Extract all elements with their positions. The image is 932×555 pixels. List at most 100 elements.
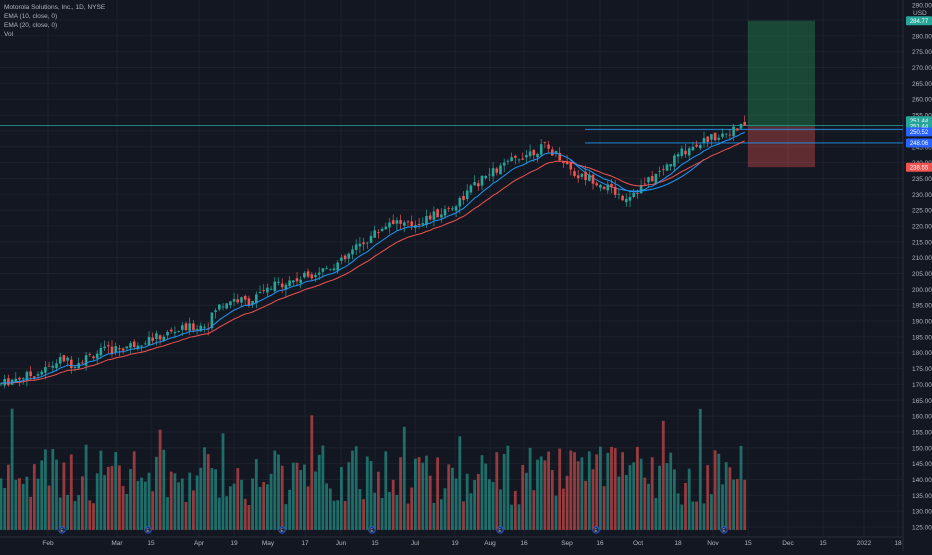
candle-body[interactable] [613, 186, 617, 195]
candle-body[interactable] [169, 329, 173, 332]
candle-body[interactable] [388, 222, 391, 228]
candle-body[interactable] [373, 230, 376, 238]
candle-body[interactable] [247, 298, 251, 306]
candle-body[interactable] [584, 171, 587, 181]
candle-body[interactable] [602, 186, 606, 189]
candle-body[interactable] [528, 151, 532, 157]
candle-body[interactable] [317, 272, 321, 275]
candle-body[interactable] [343, 255, 347, 260]
candle-body[interactable] [384, 226, 388, 230]
candle-body[interactable] [551, 149, 554, 156]
candle-body[interactable] [136, 345, 140, 349]
candle-body[interactable] [321, 268, 325, 272]
candle-body[interactable] [658, 170, 661, 172]
candle-body[interactable] [462, 195, 465, 200]
candle-body[interactable] [44, 367, 47, 373]
candle-body[interactable] [162, 336, 166, 341]
candle-body[interactable] [617, 193, 621, 195]
candle-body[interactable] [99, 347, 103, 356]
candle-body[interactable] [432, 211, 436, 220]
candle-body[interactable] [606, 184, 610, 191]
candle-body[interactable] [369, 235, 373, 243]
candle-body[interactable] [118, 348, 121, 350]
candle-body[interactable] [676, 154, 680, 157]
candle-body[interactable] [495, 168, 499, 173]
candle-body[interactable] [36, 374, 40, 376]
candle-body[interactable] [458, 197, 462, 207]
candle-body[interactable] [177, 331, 180, 332]
candle-body[interactable] [184, 323, 188, 331]
candle-body[interactable] [181, 325, 184, 330]
candle-body[interactable] [314, 274, 317, 278]
candle-body[interactable] [565, 161, 569, 165]
candle-body[interactable] [362, 242, 365, 245]
candle-body[interactable] [269, 288, 273, 290]
profit-zone[interactable] [748, 20, 815, 127]
candle-body[interactable] [255, 294, 258, 304]
candle-body[interactable] [491, 168, 495, 177]
candle-body[interactable] [684, 150, 687, 155]
candle-body[interactable] [92, 356, 95, 359]
candle-body[interactable] [543, 142, 547, 144]
candle-body[interactable] [221, 306, 225, 308]
candle-body[interactable] [266, 287, 269, 293]
candle-body[interactable] [539, 144, 543, 155]
candle-body[interactable] [40, 371, 43, 375]
candle-body[interactable] [243, 295, 247, 300]
candle-body[interactable] [288, 280, 291, 287]
candle-body[interactable] [536, 153, 539, 158]
candle-body[interactable] [595, 183, 598, 186]
candle-body[interactable] [440, 214, 443, 218]
earnings-marker[interactable] [496, 526, 504, 534]
candle-body[interactable] [140, 345, 143, 347]
candle-body[interactable] [225, 303, 228, 309]
candle-body[interactable] [421, 223, 425, 225]
candle-body[interactable] [151, 337, 154, 341]
candle-body[interactable] [554, 151, 558, 154]
candle-body[interactable] [325, 268, 328, 270]
candle-body[interactable] [647, 177, 650, 183]
candle-body[interactable] [299, 279, 302, 284]
ema10-line[interactable] [0, 131, 745, 384]
candle-body[interactable] [721, 133, 724, 137]
candle-body[interactable] [310, 274, 314, 279]
candle-body[interactable] [662, 168, 665, 170]
candle-body[interactable] [469, 185, 473, 193]
candle-body[interactable] [70, 359, 73, 368]
candle-body[interactable] [21, 378, 25, 380]
candle-body[interactable] [399, 220, 402, 224]
loss-zone[interactable] [748, 126, 815, 168]
candle-body[interactable] [29, 371, 32, 377]
candle-body[interactable] [728, 134, 732, 136]
candle-body[interactable] [88, 354, 92, 355]
candle-body[interactable] [610, 184, 613, 188]
candle-body[interactable] [532, 149, 536, 156]
candle-body[interactable] [691, 146, 695, 151]
earnings-marker[interactable] [368, 526, 376, 534]
candle-body[interactable] [273, 281, 277, 292]
candle-body[interactable] [699, 144, 702, 149]
candle-body[interactable] [218, 304, 221, 310]
candle-body[interactable] [621, 195, 624, 201]
legend-ema20[interactable]: EMA (20, close, 0) [4, 22, 58, 29]
candle-body[interactable] [129, 343, 132, 348]
candle-body[interactable] [110, 346, 114, 354]
legend-symbol[interactable]: Motorola Solutions, Inc., 1D, NYSE [4, 4, 106, 11]
candle-body[interactable] [351, 249, 354, 255]
candle-body[interactable] [480, 175, 484, 186]
candle-body[interactable] [284, 284, 288, 290]
candle-body[interactable] [107, 345, 110, 347]
candle-body[interactable] [84, 355, 88, 366]
ema20-line[interactable] [0, 140, 745, 384]
candle-body[interactable] [214, 310, 217, 312]
candle-body[interactable] [506, 160, 510, 162]
candle-body[interactable] [436, 209, 439, 218]
candle-body[interactable] [232, 299, 236, 302]
candle-body[interactable] [573, 171, 576, 176]
candle-body[interactable] [502, 162, 506, 166]
candle-body[interactable] [599, 184, 602, 188]
candle-body[interactable] [680, 148, 684, 156]
candle-body[interactable] [166, 331, 169, 336]
